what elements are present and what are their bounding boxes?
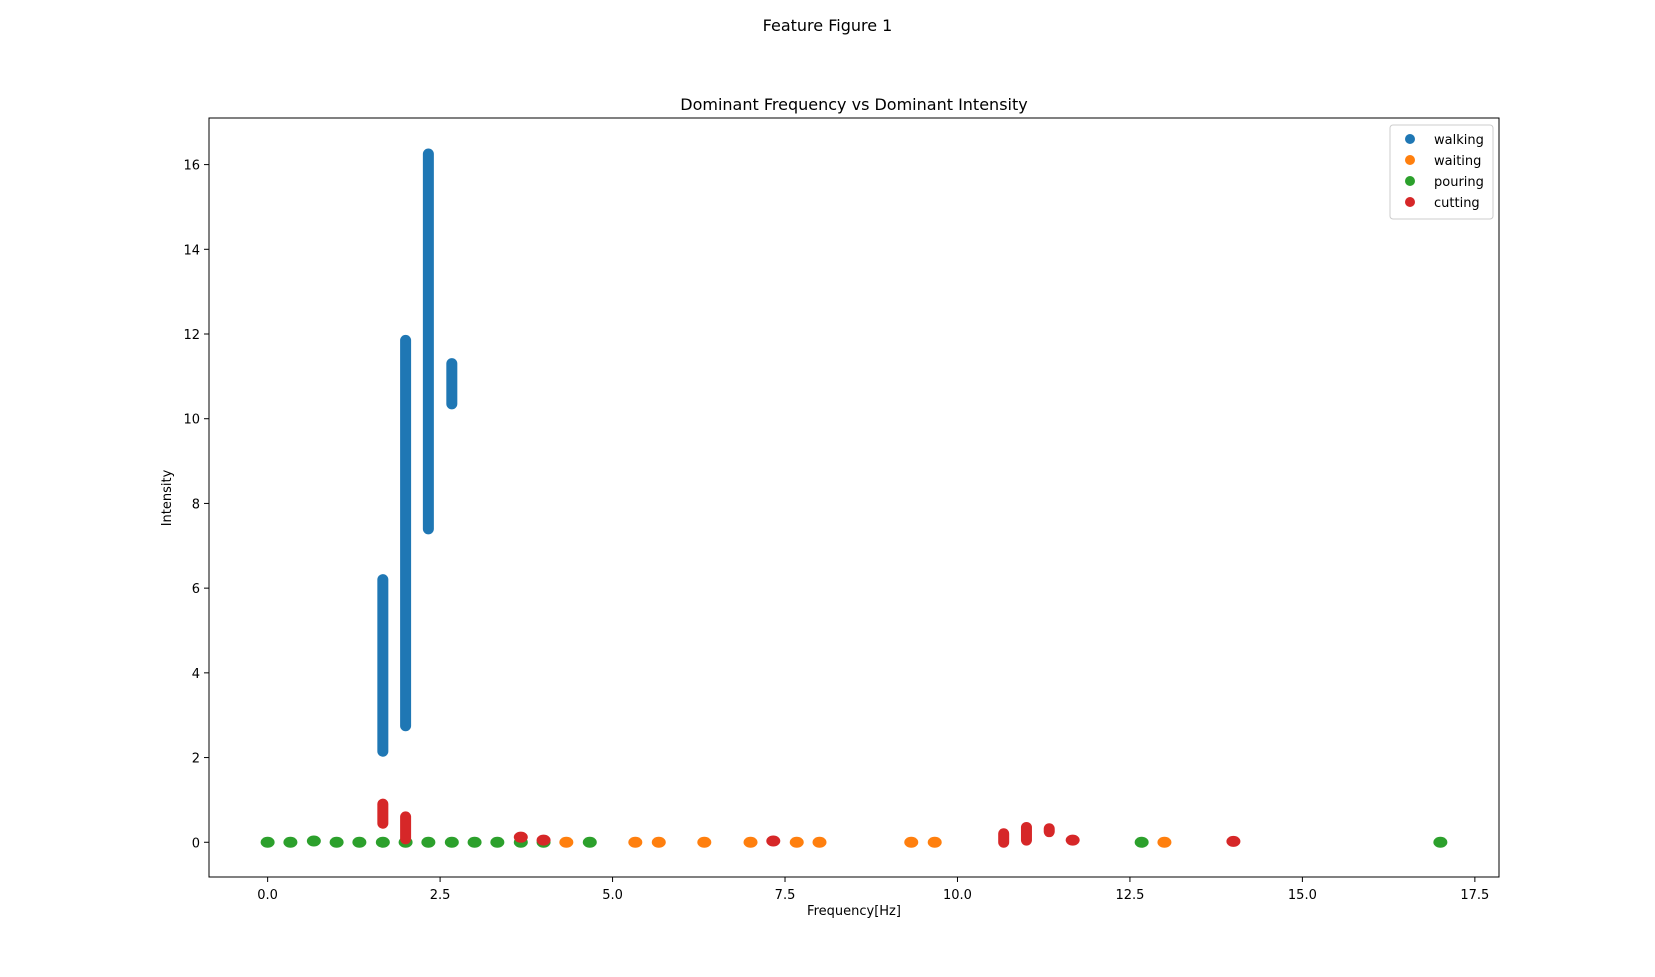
legend-marker-waiting bbox=[1405, 155, 1415, 165]
point-waiting bbox=[1157, 836, 1172, 848]
point-cluster-cutting bbox=[377, 798, 389, 829]
point-pouring bbox=[352, 836, 367, 848]
x-tick-label: 10.0 bbox=[943, 888, 972, 903]
point-waiting bbox=[789, 836, 804, 848]
series-pouring bbox=[260, 835, 1448, 848]
point-pouring bbox=[375, 836, 390, 848]
y-tick-label: 8 bbox=[192, 497, 200, 512]
point-cluster-walking bbox=[377, 574, 389, 757]
point-cluster-cutting bbox=[1020, 821, 1032, 846]
x-tick-label: 12.5 bbox=[1115, 888, 1144, 903]
point-pouring bbox=[490, 836, 505, 848]
point-pouring bbox=[582, 836, 597, 848]
point-waiting bbox=[559, 836, 574, 848]
x-tick-label: 17.5 bbox=[1460, 888, 1489, 903]
point-pouring bbox=[444, 836, 459, 848]
legend-marker-walking bbox=[1405, 134, 1415, 144]
y-tick-label: 12 bbox=[183, 328, 200, 343]
point-waiting bbox=[743, 836, 758, 848]
point-cutting bbox=[766, 835, 781, 847]
point-waiting bbox=[628, 836, 643, 848]
y-tick-label: 10 bbox=[183, 413, 200, 428]
plot-frame bbox=[208, 117, 1500, 878]
point-cluster-cutting bbox=[400, 811, 412, 845]
y-axis-label: Intensity bbox=[160, 469, 175, 526]
y-tick-label: 16 bbox=[183, 159, 200, 174]
point-cluster-cutting bbox=[998, 828, 1010, 848]
point-pouring bbox=[306, 835, 321, 847]
series-walking bbox=[377, 148, 458, 757]
point-cutting bbox=[513, 831, 528, 843]
point-cutting bbox=[1226, 835, 1241, 847]
point-cutting bbox=[536, 834, 551, 846]
point-pouring bbox=[1134, 836, 1149, 848]
legend-marker-cutting bbox=[1405, 197, 1415, 207]
legend-label-cutting: cutting bbox=[1434, 196, 1480, 211]
legend-label-waiting: waiting bbox=[1434, 154, 1481, 169]
point-pouring bbox=[283, 836, 298, 848]
legend-frame bbox=[1389, 124, 1494, 220]
point-pouring bbox=[1433, 836, 1448, 848]
point-waiting bbox=[904, 836, 919, 848]
x-tick-label: 7.5 bbox=[775, 888, 796, 903]
point-waiting bbox=[651, 836, 666, 848]
point-waiting bbox=[697, 836, 712, 848]
y-tick-label: 6 bbox=[192, 582, 200, 597]
legend-label-pouring: pouring bbox=[1434, 175, 1484, 190]
series-cutting bbox=[377, 798, 1241, 848]
point-cluster-cutting bbox=[1043, 823, 1055, 838]
y-tick-label: 0 bbox=[192, 836, 200, 851]
data-marks bbox=[260, 148, 1448, 848]
point-waiting bbox=[927, 836, 942, 848]
chart-title: Dominant Frequency vs Dominant Intensity bbox=[680, 95, 1027, 114]
x-axis-label: Frequency[Hz] bbox=[807, 904, 901, 919]
point-pouring bbox=[467, 836, 482, 848]
x-axis: 0.0 2.5 5.0 7.5 10.0 12.5 15.0 17.5 bbox=[257, 877, 1489, 903]
figure-suptitle: Feature Figure 1 bbox=[762, 16, 893, 35]
point-cluster-walking bbox=[446, 358, 458, 410]
point-pouring bbox=[329, 836, 344, 848]
point-pouring bbox=[260, 836, 275, 848]
x-tick-label: 0.0 bbox=[257, 888, 278, 903]
legend-marker-pouring bbox=[1405, 176, 1415, 186]
point-pouring bbox=[421, 836, 436, 848]
x-tick-label: 15.0 bbox=[1288, 888, 1317, 903]
y-tick-label: 14 bbox=[183, 243, 200, 258]
point-cluster-walking bbox=[422, 148, 434, 535]
point-cluster-walking bbox=[400, 334, 412, 732]
x-tick-label: 2.5 bbox=[430, 888, 451, 903]
y-tick-label: 2 bbox=[192, 752, 200, 767]
legend: walking waiting pouring cutting bbox=[1389, 124, 1494, 220]
y-tick-label: 4 bbox=[192, 667, 200, 682]
point-waiting bbox=[812, 836, 827, 848]
legend-label-walking: walking bbox=[1434, 133, 1484, 148]
y-axis: 0 2 4 6 8 10 12 14 16 bbox=[183, 159, 209, 851]
point-cutting bbox=[1065, 834, 1080, 846]
x-tick-label: 5.0 bbox=[602, 888, 623, 903]
series-waiting bbox=[559, 836, 1172, 848]
